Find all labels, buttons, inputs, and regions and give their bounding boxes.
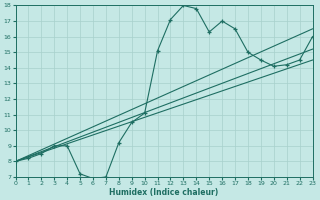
X-axis label: Humidex (Indice chaleur): Humidex (Indice chaleur) — [109, 188, 219, 197]
